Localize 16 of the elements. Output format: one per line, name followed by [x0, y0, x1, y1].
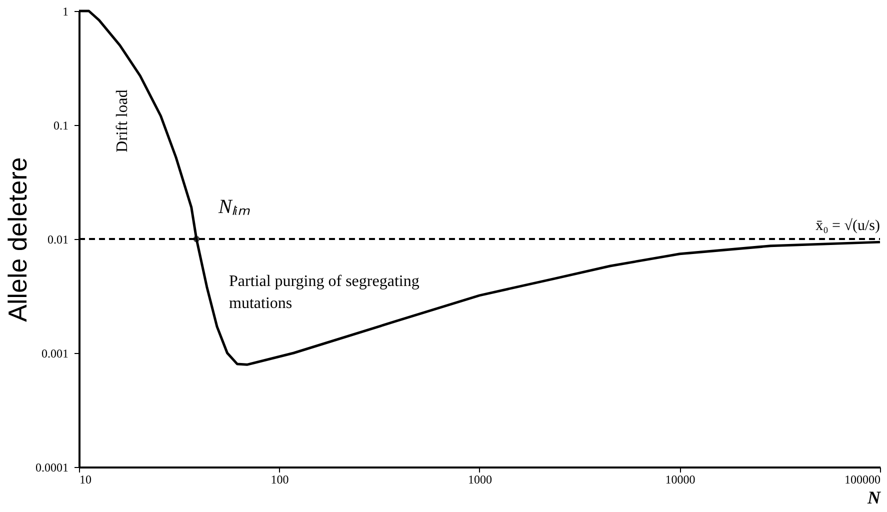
annotation: Nₗᵢₘ	[217, 196, 250, 218]
y-tick-label: 0.1	[54, 118, 68, 132]
y-tick-label: 1	[62, 4, 68, 18]
annotation: Drift load	[114, 90, 131, 152]
y-tick-label: 0.001	[42, 346, 68, 360]
y-axis-title: Allele deletere	[2, 157, 32, 322]
x-tick-label: 10000	[665, 472, 696, 486]
x-tick-label: 1000	[468, 472, 492, 486]
x-axis-title: N	[866, 488, 882, 508]
y-tick-label: 0.0001	[36, 460, 68, 474]
x-tick-label: 100	[270, 472, 289, 486]
annotation: Partial purging of segregating mutations	[229, 273, 420, 312]
x-tick-label: 100000	[844, 472, 880, 486]
y-tick-label: 0.01	[48, 232, 68, 246]
ref-line-label: x̄₀ = √(u/s)	[816, 218, 880, 234]
x-tick-label: 10	[80, 472, 92, 486]
